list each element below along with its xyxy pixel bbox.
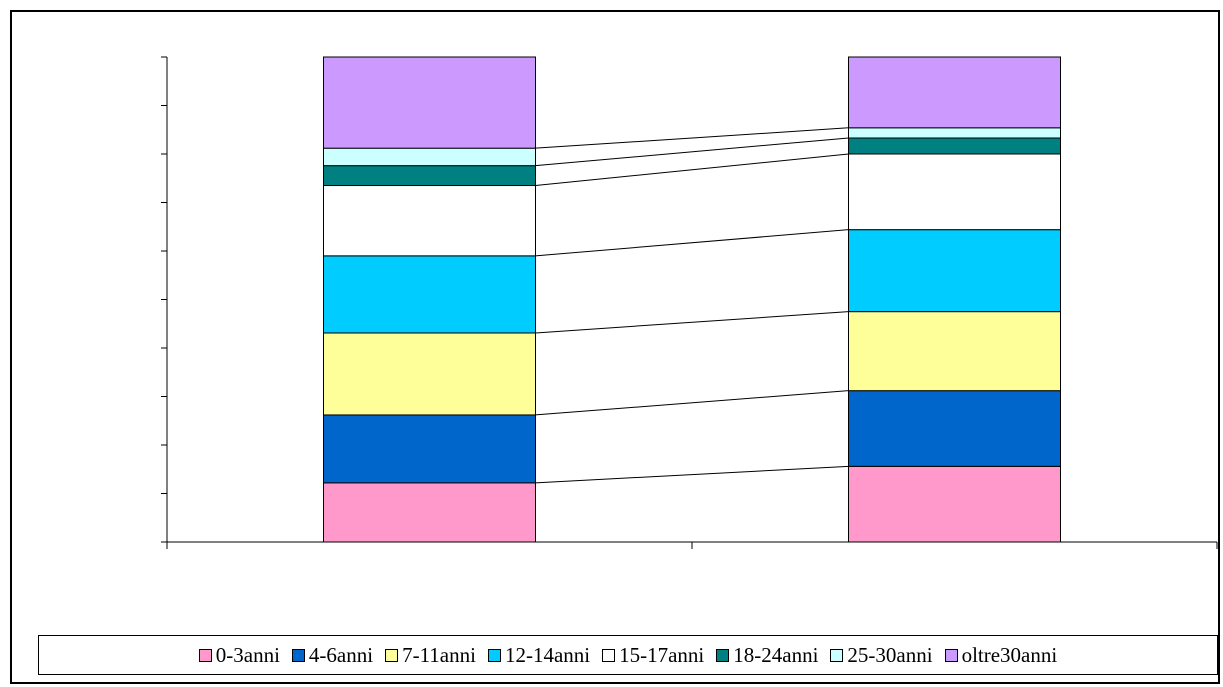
plot-area (161, 56, 1218, 549)
legend-item: 4-6anni (291, 642, 374, 668)
legend-label: 12-14anni (504, 642, 591, 667)
bar-segment-oltre30anni-1 (323, 56, 536, 149)
series-connector-line (535, 229, 849, 257)
bar-segment-7-11anni-2 (848, 311, 1061, 392)
legend-label: 18-24anni (733, 642, 819, 667)
series-connector-line (535, 127, 849, 149)
bar-segment-12-14anni-2 (848, 229, 1061, 313)
chart-frame: 0-3anni 4-6anni 7-11anni 12-14anni 15-17anni… (10, 10, 1220, 684)
legend-swatch (198, 648, 212, 662)
bar-segment-4-6anni-1 (323, 414, 536, 484)
legend-item: 0-3anni (198, 642, 280, 668)
series-connector-line (535, 390, 849, 416)
bar-segment-4-6anni-2 (848, 390, 1061, 467)
bar-segment-0-3anni-1 (323, 482, 536, 543)
legend-item: 25-30anni (830, 642, 933, 668)
bar-segment-15-17anni-2 (848, 153, 1061, 231)
legend-item: 18-24anni (716, 643, 818, 668)
bar-segment-25-30anni-1 (323, 147, 536, 167)
legend-label: 25-30anni (847, 642, 933, 667)
series-connector-line (535, 137, 849, 167)
legend-item: oltre30anni (944, 642, 1058, 668)
series-connector-line (535, 153, 849, 187)
legend-item: 12-14anni (487, 642, 591, 668)
legend-swatch (716, 648, 730, 662)
series-connector-line (535, 465, 849, 484)
bar-segment-12-14anni-1 (323, 255, 536, 334)
bar-segment-oltre30anni-2 (848, 56, 1061, 129)
bar-segment-0-3anni-2 (848, 465, 1061, 543)
legend-label: oltre30anni (961, 642, 1058, 667)
bar-segment-7-11anni-1 (323, 332, 536, 416)
legend-label: 0-3anni (215, 642, 280, 667)
legend-swatch (291, 648, 305, 662)
bar-segment-18-24anni-2 (848, 137, 1061, 155)
legend-swatch (830, 648, 844, 662)
series-connector-line (535, 311, 849, 334)
legend-item: 7-11anni (385, 643, 476, 668)
bar-segment-18-24anni-1 (323, 165, 536, 187)
bar-segment-15-17anni-1 (323, 185, 536, 257)
legend-swatch (602, 648, 616, 662)
legend: 0-3anni 4-6anni 7-11anni 12-14anni 15-17anni… (38, 635, 1218, 675)
legend-swatch (487, 648, 501, 662)
legend-item: 15-17anni (602, 643, 704, 668)
legend-swatch (944, 648, 958, 662)
bar-segment-25-30anni-2 (848, 127, 1061, 139)
legend-label: 15-17anni (619, 642, 705, 667)
legend-label: 4-6anni (308, 642, 374, 667)
legend-label: 7-11anni (402, 642, 476, 667)
legend-swatch (385, 648, 399, 662)
